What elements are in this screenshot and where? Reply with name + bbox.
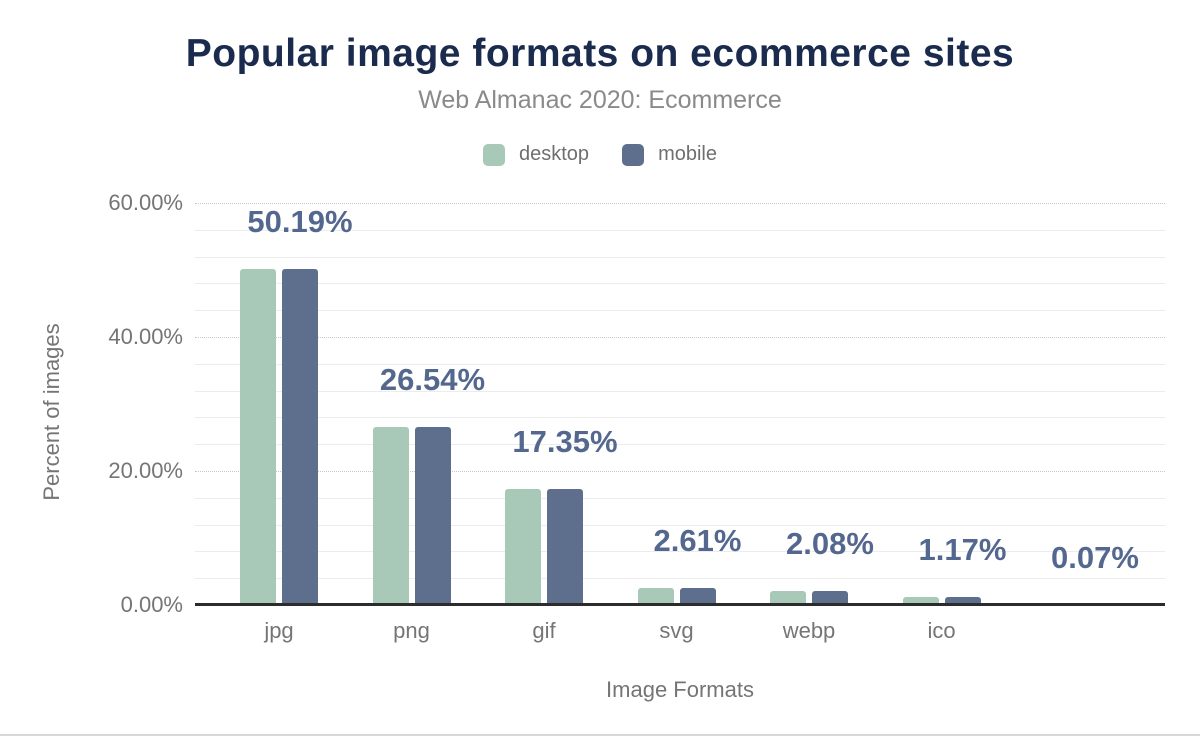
y-tick-label: 60.00%: [108, 190, 183, 215]
bar-mobile-ico[interactable]: [944, 597, 981, 605]
x-axis-line: [195, 603, 1165, 606]
x-tick-label-png: png: [393, 618, 430, 643]
data-label-gif: 17.35%: [512, 423, 618, 459]
x-tick-label-jpg: jpg: [264, 618, 294, 643]
gridline-minor: [195, 283, 1165, 285]
gridline-minor: [195, 256, 1165, 258]
gridline-minor: [195, 417, 1165, 419]
data-label-jpg: 50.19%: [247, 203, 353, 239]
bar-desktop-png[interactable]: [372, 427, 409, 605]
gridline-minor: [195, 551, 1165, 553]
gridline-minor: [195, 444, 1165, 446]
gridline-minor: [195, 229, 1165, 231]
bar-mobile-jpg[interactable]: [282, 268, 318, 605]
bar-desktop-svg[interactable]: [637, 587, 674, 605]
chart-title: Popular image formats on ecommerce sites: [185, 32, 1015, 75]
gridline-minor: [195, 363, 1165, 365]
data-label-col-6: 0.07%: [1051, 539, 1139, 575]
y-axis-title: Percent of images: [39, 323, 64, 501]
legend: desktop mobile: [0, 143, 1200, 166]
data-label-webp: 2.08%: [786, 526, 874, 562]
bar-mobile-png[interactable]: [414, 427, 451, 605]
gridline-minor: [195, 310, 1165, 312]
bar-desktop-webp[interactable]: [770, 591, 806, 605]
bar-mobile-gif[interactable]: [547, 488, 583, 605]
legend-swatch-desktop: [483, 143, 505, 166]
data-label-ico: 1.17%: [918, 532, 1007, 568]
y-tick-label: 0.00%: [120, 592, 183, 617]
gridline-minor: [195, 524, 1165, 526]
x-tick-label-gif: gif: [532, 618, 556, 643]
bar-desktop-jpg[interactable]: [240, 268, 276, 605]
bar-desktop-ico[interactable]: [902, 597, 939, 605]
gridline-major: [195, 471, 1165, 472]
legend-label-desktop: desktop: [519, 143, 590, 165]
bar-mobile-svg[interactable]: [679, 587, 716, 605]
x-tick-label-col-6: [1009, 618, 1139, 644]
x-tick-label-svg: svg: [659, 618, 694, 643]
bar-desktop-gif[interactable]: [505, 488, 541, 605]
x-tick-label-webp: webp: [782, 618, 836, 643]
bar-mobile-webp[interactable]: [812, 591, 848, 605]
x-tick-label-ico: ico: [927, 618, 956, 643]
legend-swatch-mobile: [622, 143, 645, 166]
chart-subtitle: Web Almanac 2020: Ecommerce: [418, 86, 782, 114]
data-label-png: 26.54%: [379, 362, 486, 398]
gridline-minor: [195, 578, 1165, 580]
y-tick-label: 40.00%: [108, 324, 183, 349]
gridline-minor: [195, 390, 1165, 392]
legend-label-mobile: mobile: [658, 143, 717, 165]
data-label-svg: 2.61%: [653, 522, 742, 558]
gridline-minor: [195, 497, 1165, 499]
legend-item-desktop[interactable]: desktop: [483, 143, 589, 166]
y-tick-label: 20.00%: [108, 458, 183, 483]
page-divider: [0, 734, 1200, 736]
x-axis-title: Image Formats: [606, 677, 754, 702]
gridline-major: [195, 337, 1165, 338]
gridline-major: [195, 203, 1165, 204]
legend-item-mobile[interactable]: mobile: [622, 143, 717, 166]
